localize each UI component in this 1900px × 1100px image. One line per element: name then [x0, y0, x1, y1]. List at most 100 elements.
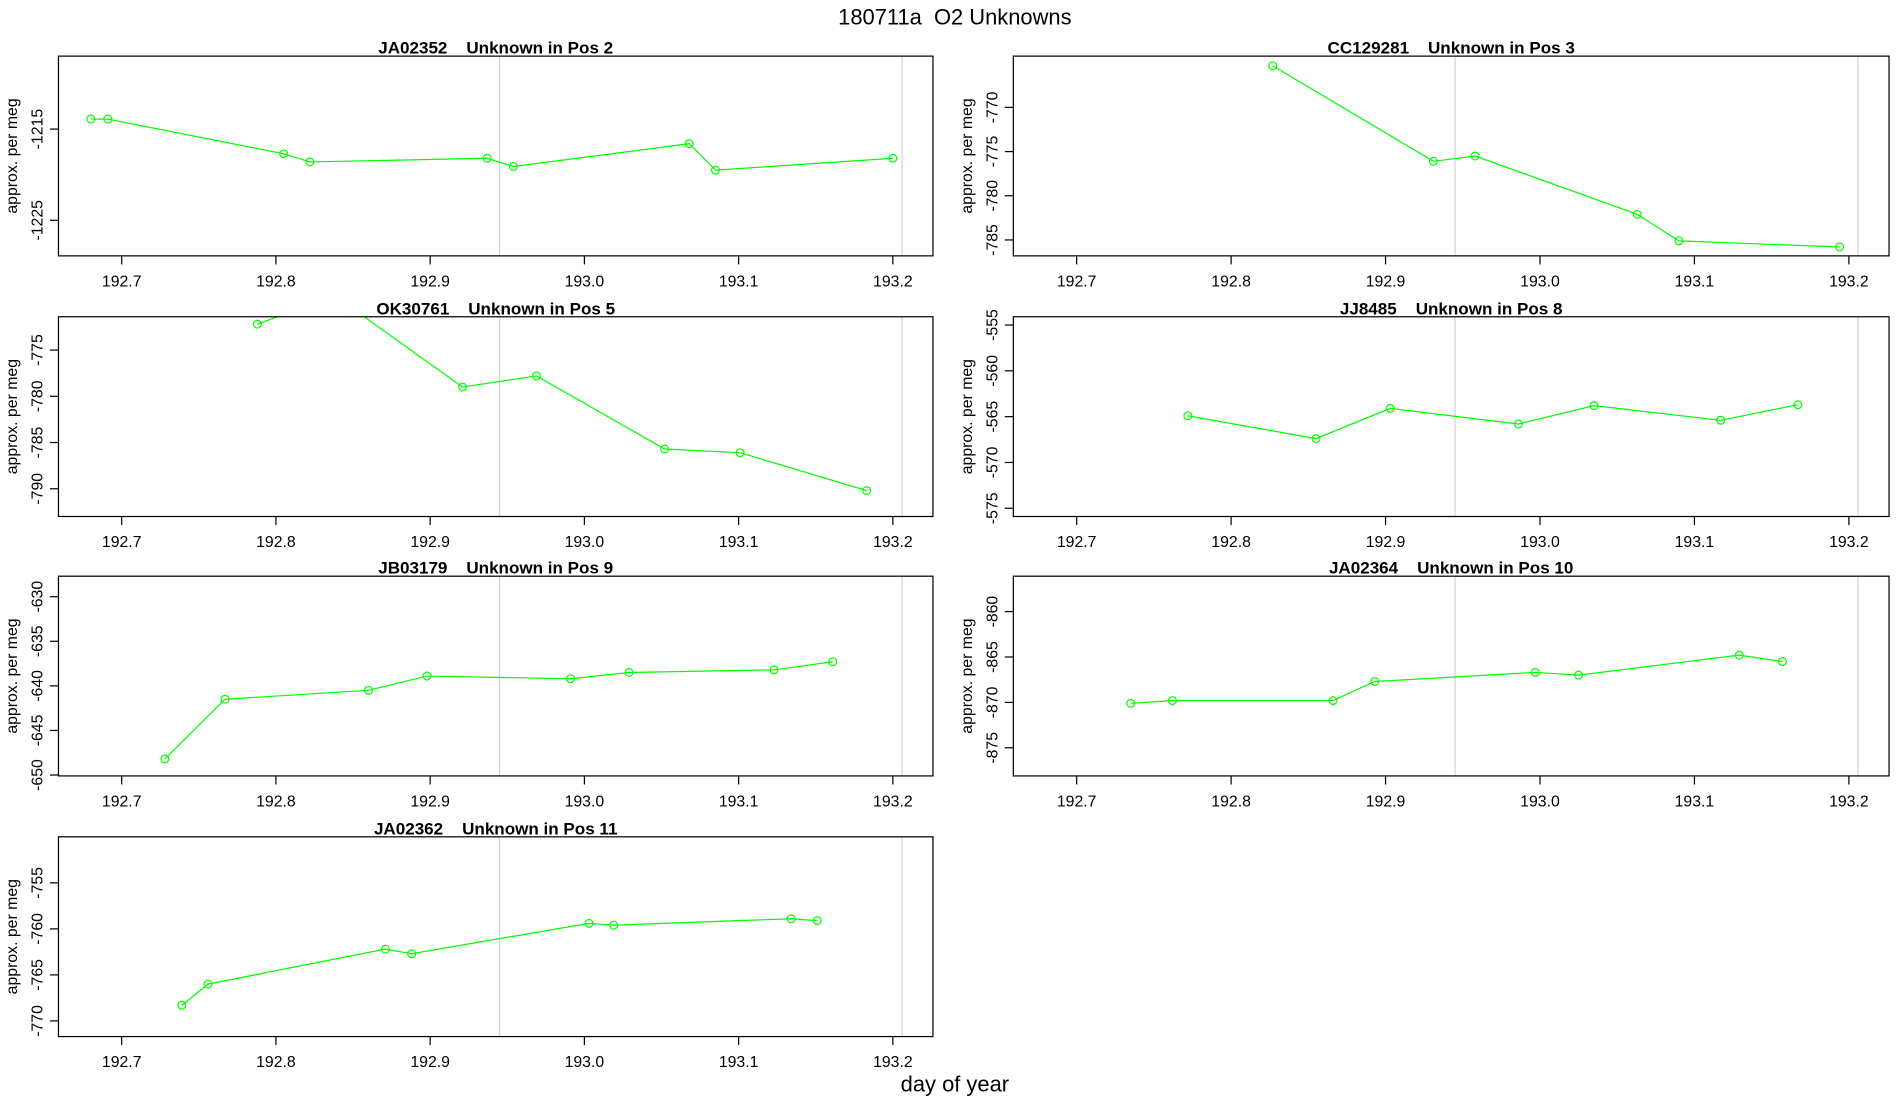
- data-point: [380, 944, 390, 954]
- data-point: [1793, 400, 1803, 410]
- y-tick-label: -560: [985, 355, 1002, 387]
- y-tick-label: -555: [985, 309, 1002, 341]
- x-tick-label: 192.9: [410, 273, 450, 290]
- data-point: [828, 657, 838, 667]
- y-tick-label: -1225: [30, 200, 47, 241]
- data-point: [177, 1000, 187, 1010]
- y-tick-label: -1215: [30, 109, 47, 150]
- x-tick-label: 192.8: [256, 534, 296, 551]
- panel-title: JB03179 Unknown in Pos 9: [378, 559, 613, 578]
- y-tick-label: -575: [985, 492, 1002, 524]
- x-tick-label: 192.9: [410, 534, 450, 551]
- x-tick-label: 193.2: [873, 1054, 913, 1071]
- data-point: [1574, 670, 1584, 680]
- x-tick-label: 192.8: [256, 273, 296, 290]
- x-tick-label: 193.2: [873, 273, 913, 290]
- data-point: [86, 114, 96, 124]
- data-point: [1428, 156, 1438, 166]
- y-tick-label: -635: [30, 625, 47, 657]
- data-point: [508, 161, 518, 171]
- y-axis-label: approx. per meg: [959, 98, 976, 213]
- data-point: [1370, 676, 1380, 687]
- x-tick-label: 193.0: [565, 793, 605, 810]
- y-tick-label: -770: [985, 91, 1002, 123]
- data-point: [1530, 667, 1540, 677]
- panel-title: JA02364 Unknown in Pos 10: [1329, 559, 1573, 578]
- panel: JB03179 Unknown in Pos 9 192.7 192.8 192.9 1…: [4, 559, 934, 810]
- data-point: [458, 382, 468, 392]
- y-axis-label: approx. per meg: [4, 359, 21, 474]
- x-tick-label: 192.8: [256, 793, 296, 810]
- y-tick-label: -760: [30, 913, 47, 945]
- data-point: [532, 371, 542, 381]
- x-tick-label: 193.1: [719, 1054, 759, 1071]
- x-tick-label: 193.1: [719, 534, 759, 551]
- x-tick-label: 192.7: [102, 793, 142, 810]
- data-point: [1513, 419, 1523, 429]
- x-tick-label: 192.7: [1057, 793, 1097, 810]
- panel: JA02352 Unknown in Pos 2 192.7 192.8 192.9 1…: [4, 39, 934, 290]
- plot-area: [86, 114, 898, 175]
- y-tick-label: -780: [30, 380, 47, 412]
- data-point: [609, 920, 619, 930]
- x-tick-label: 193.2: [1829, 273, 1869, 290]
- data-point: [1167, 696, 1177, 706]
- data-point: [624, 667, 634, 677]
- x-tick-label: 192.8: [1211, 273, 1251, 290]
- data-point: [1674, 236, 1684, 246]
- plot-frame: [57, 316, 934, 518]
- y-tick-label: -565: [985, 401, 1002, 433]
- data-line: [1130, 654, 1783, 704]
- x-tick-label: 192.7: [102, 273, 142, 290]
- data-point: [482, 153, 492, 163]
- data-line: [181, 918, 818, 1006]
- data-point: [363, 685, 373, 695]
- data-point: [160, 754, 170, 764]
- data-point: [812, 916, 822, 926]
- y-tick-label: -775: [985, 136, 1002, 168]
- y-axis-label: approx. per meg: [4, 618, 21, 733]
- x-tick-label: 193.0: [1520, 534, 1560, 551]
- data-point: [1470, 151, 1480, 161]
- x-tick-label: 192.7: [102, 534, 142, 551]
- data-point: [305, 157, 315, 167]
- x-tick-label: 193.0: [565, 273, 605, 290]
- y-tick-label: -860: [985, 596, 1002, 628]
- y-tick-label: -865: [985, 641, 1002, 673]
- y-tick-label: -775: [30, 334, 47, 366]
- x-tick-label: 193.2: [873, 793, 913, 810]
- x-tick-label: 193.1: [1675, 793, 1715, 810]
- panel: CC129281 Unknown in Pos 3 192.7 192.8 192.9…: [959, 39, 1890, 290]
- x-tick-label: 193.2: [1829, 534, 1869, 551]
- data-point: [407, 949, 417, 959]
- y-tick-label: -790: [30, 473, 47, 505]
- data-point: [1589, 401, 1599, 411]
- data-line: [1187, 404, 1799, 440]
- x-tick-label: 193.0: [565, 1054, 605, 1071]
- data-point: [220, 694, 230, 704]
- y-axis-label: approx. per meg: [4, 98, 21, 213]
- panel: JA02362 Unknown in Pos 11 192.7 192.8 192.9…: [4, 819, 934, 1071]
- x-tick-label: 192.9: [410, 1054, 450, 1071]
- y-tick-label: -770: [30, 1005, 47, 1037]
- panel-title: OK30761 Unknown in Pos 5: [376, 299, 615, 318]
- data-point: [566, 674, 576, 684]
- y-tick-label: -785: [985, 224, 1002, 256]
- data-point: [1268, 61, 1278, 71]
- data-point: [584, 918, 594, 928]
- x-tick-label: 193.2: [1829, 793, 1869, 810]
- data-line: [164, 661, 833, 760]
- plot-frame: [57, 55, 934, 257]
- plot-frame: [57, 575, 934, 777]
- y-tick-label: -630: [30, 581, 47, 613]
- y-tick-label: -870: [985, 686, 1002, 718]
- panel-title: JA02352 Unknown in Pos 2: [378, 39, 613, 58]
- y-tick-label: -650: [30, 759, 47, 791]
- plot-area: [160, 657, 838, 764]
- x-tick-label: 192.7: [1057, 273, 1097, 290]
- plot-area: [1268, 61, 1845, 252]
- data-point: [1734, 650, 1744, 660]
- y-axis-label: approx. per meg: [959, 359, 976, 474]
- plot-area: [177, 914, 822, 1010]
